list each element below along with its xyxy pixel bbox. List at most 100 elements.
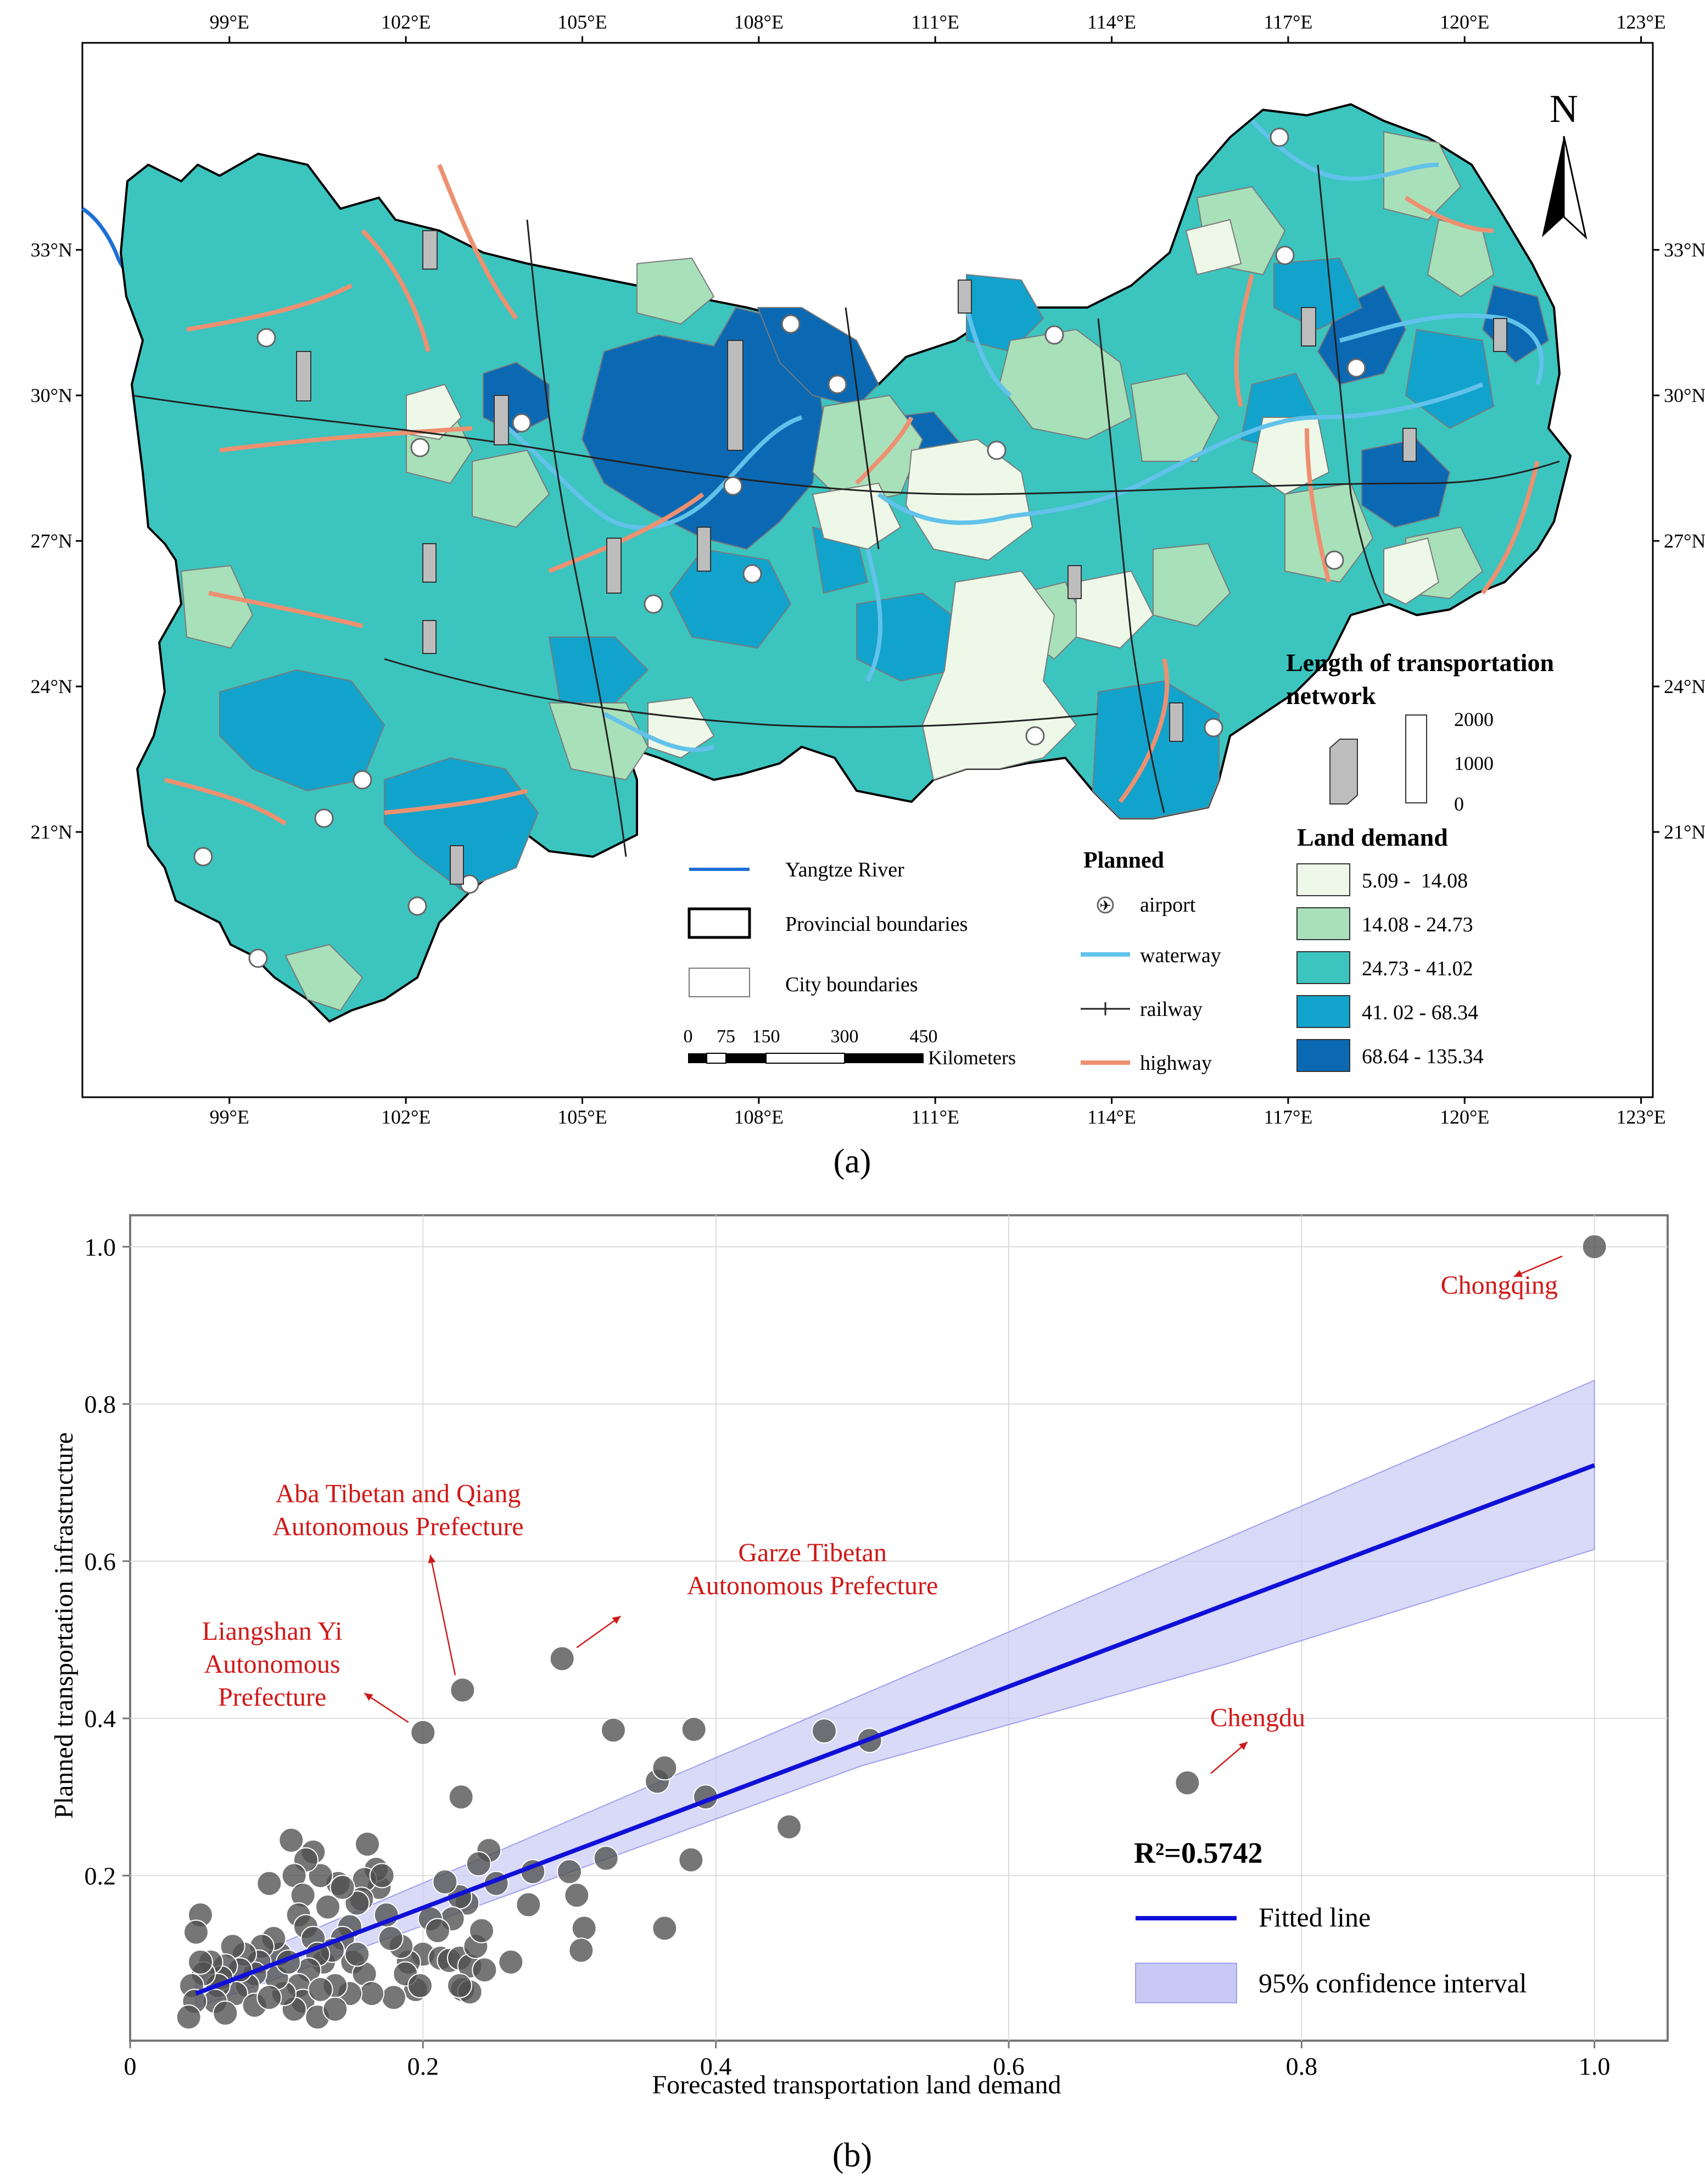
lon-tick-label-bottom: 108°E (734, 1106, 784, 1128)
lat-tick-label-left: 30°N (31, 384, 72, 406)
annotation-label: Chongqing (1441, 1271, 1558, 1300)
airport-icon (256, 328, 276, 348)
lon-tick-label-top: 102°E (381, 11, 431, 33)
data-point (601, 1717, 626, 1743)
data-point (568, 1937, 594, 1963)
y-axis-ticks: 0.2 0.4 0.6 0.8 1.0 (85, 1233, 130, 1890)
data-point (315, 1894, 340, 1920)
data-point (278, 1827, 304, 1853)
airport-icon (1025, 726, 1045, 746)
data-point (378, 1925, 404, 1951)
land-demand-swatch-4 (1296, 995, 1350, 1028)
legend-planned-title: Planned (1083, 848, 1164, 873)
data-point (359, 1981, 384, 2007)
annotation-arrowhead (364, 1693, 373, 1701)
airport-icon: ✈ (1099, 898, 1111, 914)
railway-lines (131, 164, 1560, 857)
network-bar (606, 538, 622, 594)
lat-tick-label-right: 30°N (1664, 384, 1705, 406)
network-legend-0: 0 (1454, 793, 1464, 815)
annotation-label: Liangshan Yi (202, 1617, 343, 1646)
network-bar (422, 230, 438, 270)
airport-icon (1324, 550, 1344, 570)
north-label: N (1550, 87, 1578, 131)
annotation-label: Autonomous Prefecture (687, 1571, 938, 1600)
airport-icon (987, 440, 1007, 460)
chart-grid (130, 1215, 1668, 2041)
r-squared: R²=0.5742 (1134, 1836, 1262, 1869)
network-bars (296, 230, 1507, 885)
airport-icon (248, 948, 268, 968)
annotation-arrowhead (612, 1616, 621, 1624)
data-point (1175, 1770, 1200, 1796)
panel-a-map: 99°E 99°E 102°E 102°E 105°E 105°E 108°E 108°E 11… (31, 11, 1705, 1180)
scatter-points (176, 1234, 1607, 2030)
network-bar (1169, 702, 1183, 742)
lon-tick-label-bottom: 102°E (381, 1106, 431, 1128)
lon-tick-label-top: 120°E (1440, 11, 1489, 33)
land-demand-label-4: 41. 02 - 68.34 (1362, 1001, 1478, 1024)
data-point (329, 1874, 355, 1900)
airport-icon (742, 564, 762, 584)
data-point (308, 1976, 333, 2002)
annotation-label: Garze Tibetan (738, 1538, 887, 1567)
lat-ticks: 33°N 33°N 30°N 30°N 27°N 27°N 24°N 24°N 21°N 21°N (31, 239, 1705, 843)
annotation-arrow (576, 1616, 622, 1649)
annotation-label: Autonomous Prefecture (272, 1512, 523, 1541)
data-point (369, 1863, 395, 1889)
data-point (564, 1883, 590, 1908)
scale-unit: Kilometers (928, 1047, 1016, 1069)
data-point (344, 1890, 370, 1916)
lon-ticks: 99°E 99°E 102°E 102°E 105°E 105°E 108°E 108°E 11… (210, 11, 1666, 1128)
data-point (322, 1996, 348, 2022)
annotation-arrowhead (1239, 1742, 1248, 1750)
land-demand-swatch-5 (1296, 1039, 1350, 1072)
lat-tick-label-left: 27°N (31, 530, 72, 552)
network-bar (1493, 318, 1507, 352)
network-bar (422, 620, 437, 654)
airport-icon (407, 896, 427, 916)
data-point (469, 1918, 494, 1943)
scale-tick-150: 150 (752, 1026, 780, 1047)
panel-a-label: (a) (834, 1143, 871, 1180)
airport-icon (781, 314, 801, 334)
data-point (498, 1949, 524, 1975)
land-demand-label-2: 14.08 - 24.73 (1362, 913, 1473, 936)
legend-ci-swatch (1135, 1963, 1237, 2003)
data-point (571, 1915, 597, 1941)
lat-tick-label-right: 24°N (1664, 675, 1705, 697)
scale-bar: 0 75 150 300 450 Kilometers (684, 1026, 1016, 1069)
x-axis-ticks: 0 0.2 0.4 0.6 0.8 1.0 (124, 2041, 1611, 2080)
data-point (557, 1859, 582, 1885)
data-point (652, 1755, 678, 1781)
y-tick-label: 0.8 (85, 1390, 116, 1418)
data-point (381, 1985, 406, 2010)
x-axis-label: Forecasted transportation land demand (652, 2070, 1061, 2099)
legend-airport: airport (1140, 893, 1196, 917)
airport-icon (1204, 718, 1223, 738)
data-point (407, 1973, 433, 1998)
data-point (549, 1646, 575, 1672)
lon-tick-label-bottom: 105°E (557, 1106, 607, 1128)
x-tick-label: 1.0 (1579, 2052, 1611, 2080)
lat-tick-label-right: 21°N (1664, 821, 1705, 843)
data-point (447, 1973, 472, 1998)
network-bar (422, 543, 437, 583)
data-point (256, 1985, 282, 2010)
network-bar (958, 280, 972, 314)
data-point (812, 1718, 837, 1744)
data-point (410, 1719, 436, 1745)
network-legend-title-2: network (1286, 682, 1376, 710)
x-tick-label: 0.4 (700, 2052, 732, 2080)
airport-markers (193, 127, 1366, 968)
land-demand-label-1: 5.09 - 14.08 (1362, 869, 1468, 892)
network-bar (1402, 428, 1417, 462)
annotation-arrow (1513, 1255, 1563, 1277)
data-point (183, 1919, 209, 1945)
lat-tick-label-right: 27°N (1664, 530, 1705, 552)
x-tick-label: 0.8 (1286, 2052, 1318, 2080)
airport-icon (644, 594, 663, 614)
data-point (256, 1870, 282, 1896)
airport-icon (1275, 245, 1295, 265)
lon-tick-label-bottom: 117°E (1264, 1106, 1312, 1128)
